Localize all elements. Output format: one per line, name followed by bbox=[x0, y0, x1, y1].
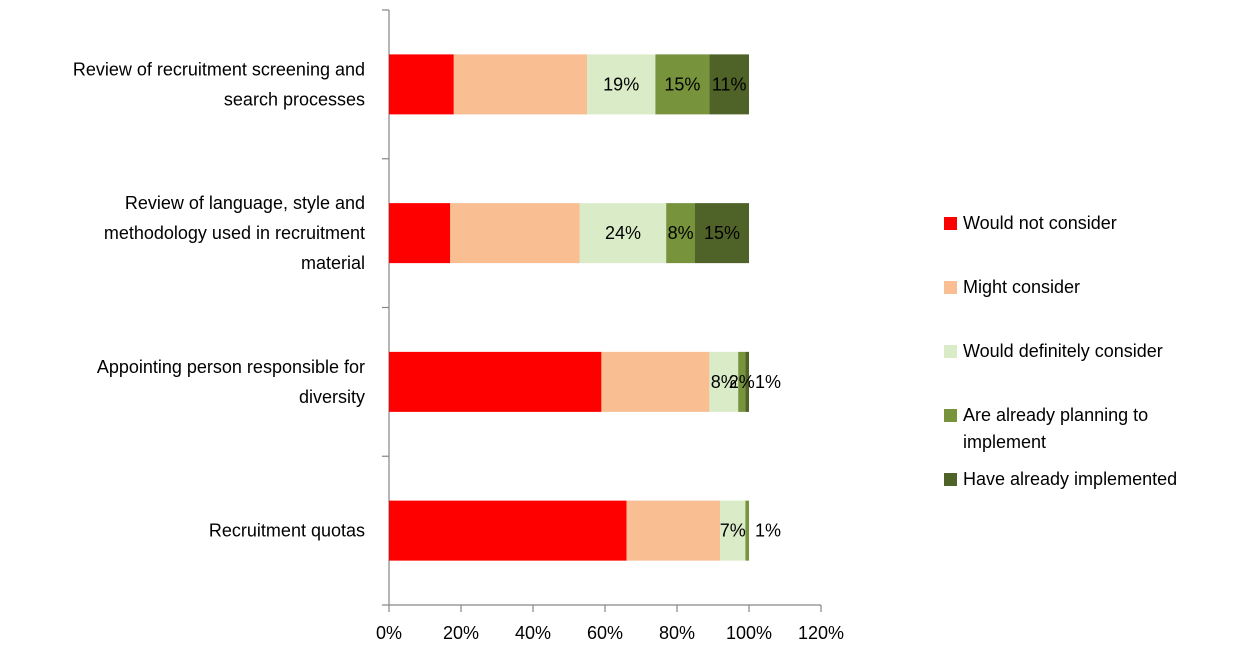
bar-segment bbox=[450, 203, 580, 264]
x-tick-label: 40% bbox=[515, 623, 551, 643]
category-label: Review of recruitment screening and bbox=[73, 59, 365, 79]
bar-segment bbox=[601, 351, 710, 412]
category-label: search processes bbox=[224, 89, 365, 109]
bar-segment bbox=[587, 54, 656, 115]
category-label: diversity bbox=[299, 387, 365, 407]
data-label: 7% bbox=[720, 521, 746, 541]
x-tick-label: 100% bbox=[726, 623, 772, 643]
x-tick-label: 80% bbox=[659, 623, 695, 643]
bar-segment bbox=[709, 54, 749, 115]
data-label: 24% bbox=[605, 223, 641, 243]
x-tick-label: 20% bbox=[443, 623, 479, 643]
x-tick-label: 0% bbox=[376, 623, 402, 643]
data-label: 19% bbox=[603, 74, 639, 94]
bar-segment bbox=[738, 351, 746, 412]
bar-segment bbox=[626, 500, 721, 561]
legend-label: Are already planning to bbox=[963, 405, 1148, 425]
legend-swatch bbox=[944, 409, 957, 422]
bar-segment bbox=[695, 203, 749, 264]
legend-swatch bbox=[944, 217, 957, 230]
legend-label: Would definitely consider bbox=[963, 341, 1163, 361]
bar-segment bbox=[709, 351, 739, 412]
data-label: 15% bbox=[664, 74, 700, 94]
data-label: 15% bbox=[704, 223, 740, 243]
legend-swatch bbox=[944, 281, 957, 294]
legend-label: Would not consider bbox=[963, 213, 1117, 233]
legend-swatch bbox=[944, 345, 957, 358]
category-label: methodology used in recruitment bbox=[104, 223, 365, 243]
bar-segment bbox=[389, 54, 454, 115]
data-label: 1% bbox=[755, 521, 781, 541]
data-label: 2% bbox=[729, 372, 755, 392]
category-label: material bbox=[301, 253, 365, 273]
bar-segment bbox=[720, 500, 746, 561]
data-label: 8% bbox=[668, 223, 694, 243]
bar-segment bbox=[745, 351, 749, 412]
bar-segment bbox=[655, 54, 710, 115]
data-label: 11% bbox=[712, 74, 747, 94]
bar-segment bbox=[389, 203, 451, 264]
data-label: 8% bbox=[711, 372, 737, 392]
x-tick-label: 60% bbox=[587, 623, 623, 643]
bar-segment bbox=[579, 203, 667, 264]
bar-segment bbox=[745, 500, 749, 561]
legend-label: Might consider bbox=[963, 277, 1080, 297]
data-label: 1% bbox=[755, 372, 781, 392]
category-label: Appointing person responsible for bbox=[97, 357, 365, 377]
bar-segment bbox=[389, 351, 602, 412]
category-label: Recruitment quotas bbox=[209, 521, 365, 541]
legend-label: implement bbox=[963, 432, 1046, 452]
legend-swatch bbox=[944, 473, 957, 486]
category-label: Review of language, style and bbox=[125, 193, 365, 213]
bar-segment bbox=[666, 203, 695, 264]
bar-segment bbox=[453, 54, 587, 115]
x-tick-label: 120% bbox=[798, 623, 844, 643]
bar-segment bbox=[389, 500, 627, 561]
legend-label: Have already implemented bbox=[963, 469, 1177, 489]
